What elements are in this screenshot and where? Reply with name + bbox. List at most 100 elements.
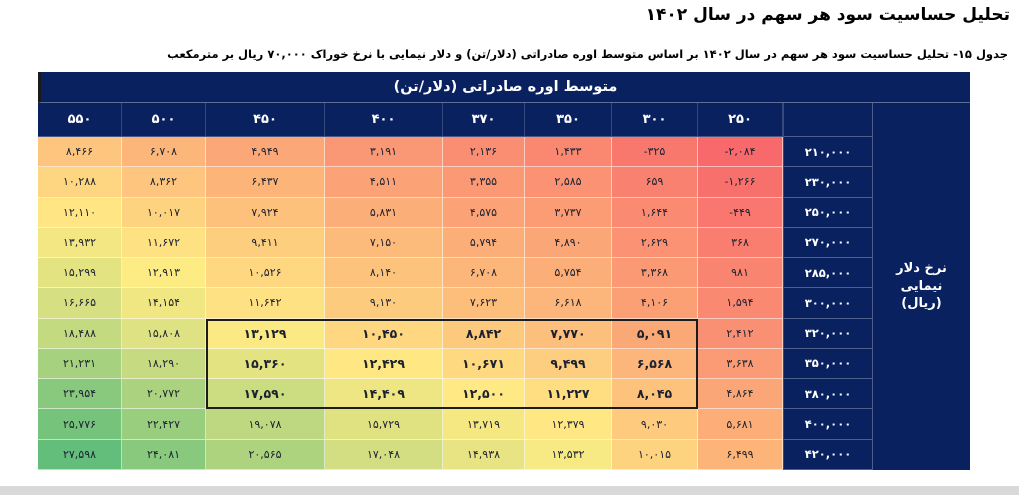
cell-285000-350: ۵,۷۵۴ — [525, 258, 612, 289]
cell-285000-300: ۳,۳۶۸ — [612, 258, 698, 289]
col-header-400: ۴۰۰ — [325, 103, 443, 137]
cell-350000-250: ۳,۶۳۸ — [698, 348, 783, 380]
cell-420000-400: ۱۷,۰۴۸ — [325, 439, 443, 470]
cell-420000-370: ۱۴,۹۳۸ — [443, 439, 525, 470]
cell-350000-550: ۲۱,۲۳۱ — [38, 348, 122, 380]
cell-270000-450: ۹,۴۱۱ — [206, 227, 325, 259]
cell-320000-300: ۵,۰۹۱ — [612, 318, 698, 349]
row-header-400000: ۴۰۰,۰۰۰ — [783, 409, 872, 440]
row-header-210000: ۲۱۰,۰۰۰ — [783, 137, 872, 168]
cell-285000-400: ۸,۱۴۰ — [325, 258, 443, 289]
cell-285000-370: ۶,۷۰۸ — [443, 258, 525, 289]
cell-400000-250: ۵,۶۸۱ — [698, 409, 783, 440]
col-header-450: ۴۵۰ — [206, 103, 325, 137]
row-group-header: نرخ دلار نیمایی (ریال) — [872, 103, 970, 470]
cell-270000-370: ۵,۷۹۴ — [443, 227, 525, 259]
cell-270000-300: ۲,۶۲۹ — [612, 227, 698, 259]
cell-420000-350: ۱۳,۵۳۲ — [525, 439, 612, 470]
cell-250000-300: ۱,۶۴۴ — [612, 197, 698, 228]
cell-270000-500: ۱۱,۶۷۲ — [122, 227, 206, 259]
cell-380000-350: ۱۱,۲۲۷ — [525, 379, 612, 410]
row-header-420000: ۴۲۰,۰۰۰ — [783, 439, 872, 470]
row-header-350000: ۳۵۰,۰۰۰ — [783, 348, 872, 380]
cell-320000-550: ۱۸,۴۸۸ — [38, 318, 122, 349]
cell-230000-350: ۲,۵۸۵ — [525, 167, 612, 198]
cell-380000-400: ۱۴,۴۰۹ — [325, 379, 443, 410]
table-caption: جدول ۱۵- تحلیل حساسیت سود هر سهم در سال … — [167, 47, 1008, 61]
cell-230000-500: ۸,۳۶۲ — [122, 167, 206, 198]
cell-250000-350: ۳,۷۳۷ — [525, 197, 612, 228]
row-header-250000: ۲۵۰,۰۰۰ — [783, 197, 872, 228]
cell-270000-350: ۴,۸۹۰ — [525, 227, 612, 259]
col-header-300: ۳۰۰ — [612, 103, 698, 137]
cell-420000-300: ۱۰,۰۱۵ — [612, 439, 698, 470]
cell-400000-450: ۱۹,۰۷۸ — [206, 409, 325, 440]
cell-250000-450: ۷,۹۲۴ — [206, 197, 325, 228]
col-header-250: ۲۵۰ — [698, 103, 783, 137]
cell-400000-370: ۱۳,۷۱۹ — [443, 409, 525, 440]
cell-350000-400: ۱۲,۴۲۹ — [325, 348, 443, 380]
cell-380000-550: ۲۳,۹۵۴ — [38, 379, 122, 410]
cell-210000-500: ۶,۷۰۸ — [122, 137, 206, 168]
cell-380000-370: ۱۲,۵۰۰ — [443, 379, 525, 410]
cell-380000-250: ۴,۸۶۴ — [698, 379, 783, 410]
cell-300000-250: ۱,۵۹۴ — [698, 288, 783, 319]
cell-400000-300: ۹,۰۳۰ — [612, 409, 698, 440]
cell-380000-300: ۸,۰۴۵ — [612, 379, 698, 410]
cell-300000-350: ۶,۶۱۸ — [525, 288, 612, 319]
cell-300000-370: ۷,۶۲۳ — [443, 288, 525, 319]
cell-300000-550: ۱۶,۶۶۵ — [38, 288, 122, 319]
cell-285000-450: ۱۰,۵۲۶ — [206, 258, 325, 289]
cell-350000-350: ۹,۴۹۹ — [525, 348, 612, 380]
cell-285000-550: ۱۵,۲۹۹ — [38, 258, 122, 289]
cell-400000-500: ۲۲,۴۲۷ — [122, 409, 206, 440]
cell-270000-550: ۱۳,۹۳۲ — [38, 227, 122, 259]
cell-285000-250: ۹۸۱ — [698, 258, 783, 289]
cell-250000-370: ۴,۵۷۵ — [443, 197, 525, 228]
cell-210000-370: ۲,۱۳۶ — [443, 137, 525, 168]
cell-230000-250: -۱,۲۶۶ — [698, 167, 783, 198]
cell-210000-300: -۳۲۵ — [612, 137, 698, 168]
cell-300000-450: ۱۱,۶۴۲ — [206, 288, 325, 319]
sensitivity-heatmap-table: متوسط اوره صادراتی (دلار/تن) نرخ دلار نی… — [38, 72, 970, 470]
row-header-380000: ۳۸۰,۰۰۰ — [783, 379, 872, 410]
page-title: تحلیل حساسیت سود هر سهم در سال ۱۴۰۲ — [645, 5, 1010, 25]
cell-250000-400: ۵,۸۳۱ — [325, 197, 443, 228]
cell-420000-250: ۶,۴۹۹ — [698, 439, 783, 470]
cell-320000-400: ۱۰,۴۵۰ — [325, 318, 443, 349]
col-header-350: ۳۵۰ — [525, 103, 612, 137]
cell-420000-500: ۲۴,۰۸۱ — [122, 439, 206, 470]
cell-350000-370: ۱۰,۶۷۱ — [443, 348, 525, 380]
cell-350000-300: ۶,۵۶۸ — [612, 348, 698, 380]
header-corner-cell — [783, 103, 872, 137]
cell-300000-300: ۴,۱۰۶ — [612, 288, 698, 319]
bottom-window-edge — [0, 486, 1019, 495]
cell-350000-500: ۱۸,۲۹۰ — [122, 348, 206, 380]
cell-400000-400: ۱۵,۷۲۹ — [325, 409, 443, 440]
cell-230000-550: ۱۰,۲۸۸ — [38, 167, 122, 198]
cell-400000-550: ۲۵,۷۷۶ — [38, 409, 122, 440]
cell-230000-400: ۴,۵۱۱ — [325, 167, 443, 198]
cell-285000-500: ۱۲,۹۱۳ — [122, 258, 206, 289]
row-header-270000: ۲۷۰,۰۰۰ — [783, 227, 872, 259]
cell-210000-400: ۳,۱۹۱ — [325, 137, 443, 168]
cell-300000-500: ۱۴,۱۵۴ — [122, 288, 206, 319]
cell-400000-350: ۱۲,۳۷۹ — [525, 409, 612, 440]
cell-320000-250: ۲,۴۱۲ — [698, 318, 783, 349]
cell-420000-450: ۲۰,۵۶۵ — [206, 439, 325, 470]
cell-270000-400: ۷,۱۵۰ — [325, 227, 443, 259]
cell-230000-450: ۶,۴۳۷ — [206, 167, 325, 198]
cell-230000-370: ۳,۳۵۵ — [443, 167, 525, 198]
cell-210000-350: ۱,۴۳۳ — [525, 137, 612, 168]
cell-230000-300: ۶۵۹ — [612, 167, 698, 198]
row-header-285000: ۲۸۵,۰۰۰ — [783, 258, 872, 289]
col-header-370: ۳۷۰ — [443, 103, 525, 137]
cell-250000-250: -۴۴۹ — [698, 197, 783, 228]
cell-320000-450: ۱۳,۱۲۹ — [206, 318, 325, 349]
cell-320000-350: ۷,۷۷۰ — [525, 318, 612, 349]
cell-210000-550: ۸,۴۶۶ — [38, 137, 122, 168]
cell-210000-450: ۴,۹۴۹ — [206, 137, 325, 168]
cell-380000-450: ۱۷,۵۹۰ — [206, 379, 325, 410]
cell-250000-550: ۱۲,۱۱۰ — [38, 197, 122, 228]
cell-350000-450: ۱۵,۳۶۰ — [206, 348, 325, 380]
